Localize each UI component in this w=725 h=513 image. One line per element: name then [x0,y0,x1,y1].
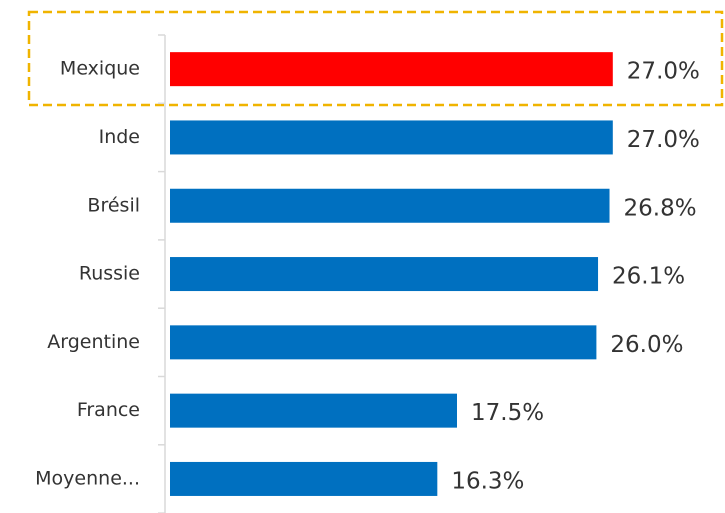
value-label: 26.8% [624,195,697,221]
category-label: Mexique [60,58,140,80]
value-label: 17.5% [471,400,544,426]
value-label: 26.0% [610,332,683,358]
bar [170,52,613,87]
bar [170,188,610,223]
value-label: 27.0% [627,127,700,153]
bar [170,120,613,155]
category-label: Argentine [47,331,140,353]
bar [170,393,457,428]
value-label: 26.1% [612,264,685,290]
category-label: Inde [99,126,140,148]
category-label: Brésil [87,194,140,216]
bar [170,461,438,496]
bar [170,257,599,292]
bar [170,325,597,360]
category-label: France [77,399,140,421]
value-label: 16.3% [451,468,524,494]
category-label: Moyenne... [35,467,140,489]
value-label: 27.0% [627,59,700,85]
category-label: Russie [79,263,140,285]
